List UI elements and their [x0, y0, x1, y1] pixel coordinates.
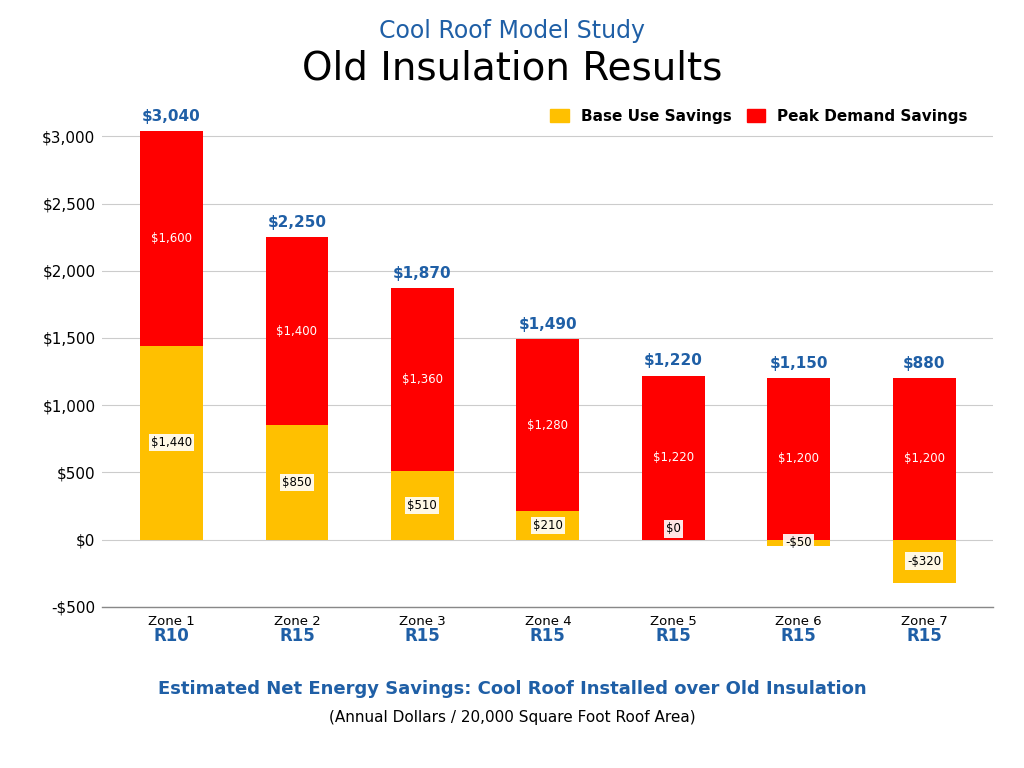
Text: Zone 7: Zone 7 [901, 615, 947, 627]
Text: $1,870: $1,870 [393, 266, 452, 281]
Bar [391, 471, 454, 540]
Bar [767, 540, 830, 546]
Text: Zone 5: Zone 5 [650, 615, 696, 627]
Bar [516, 339, 580, 511]
Text: Zone 4: Zone 4 [524, 615, 571, 627]
Text: $1,220: $1,220 [652, 451, 694, 464]
Bar [391, 288, 454, 471]
Text: $210: $210 [532, 519, 563, 532]
Bar [642, 376, 705, 540]
Text: R15: R15 [906, 627, 942, 645]
Text: -$50: -$50 [785, 536, 812, 549]
Text: $1,200: $1,200 [904, 452, 945, 465]
Text: $850: $850 [282, 476, 311, 489]
Text: $1,360: $1,360 [401, 373, 442, 386]
Bar [516, 511, 580, 540]
Bar [893, 540, 955, 583]
Text: Old Insulation Results: Old Insulation Results [302, 50, 722, 88]
Legend: Base Use Savings, Peak Demand Savings: Base Use Savings, Peak Demand Savings [550, 109, 968, 124]
Text: $1,200: $1,200 [778, 452, 819, 465]
Text: $1,440: $1,440 [151, 436, 191, 449]
Text: $880: $880 [903, 356, 945, 371]
Text: (Annual Dollars / 20,000 Square Foot Roof Area): (Annual Dollars / 20,000 Square Foot Roo… [329, 710, 695, 725]
Text: $1,490: $1,490 [518, 317, 578, 332]
Text: Zone 3: Zone 3 [399, 615, 445, 627]
Text: -$320: -$320 [907, 554, 941, 568]
Bar [140, 346, 203, 540]
Text: $0: $0 [666, 522, 681, 535]
Text: R15: R15 [279, 627, 314, 645]
Bar [767, 379, 830, 540]
Text: Cool Roof Model Study: Cool Roof Model Study [379, 19, 645, 43]
Text: $3,040: $3,040 [142, 108, 201, 124]
Text: $2,250: $2,250 [267, 215, 327, 230]
Text: R15: R15 [655, 627, 691, 645]
Text: Zone 2: Zone 2 [273, 615, 321, 627]
Text: $1,280: $1,280 [527, 419, 568, 432]
Bar [265, 425, 329, 540]
Text: Zone 6: Zone 6 [775, 615, 822, 627]
Text: R15: R15 [530, 627, 565, 645]
Text: R10: R10 [154, 627, 189, 645]
Text: $1,220: $1,220 [644, 353, 702, 368]
Text: $510: $510 [408, 498, 437, 511]
Bar [893, 379, 955, 540]
Bar [140, 131, 203, 346]
Text: R15: R15 [781, 627, 817, 645]
Text: Estimated Net Energy Savings: Cool Roof Installed over Old Insulation: Estimated Net Energy Savings: Cool Roof … [158, 680, 866, 697]
Text: R15: R15 [404, 627, 440, 645]
Text: Zone 1: Zone 1 [148, 615, 195, 627]
Bar [265, 237, 329, 425]
Text: $1,400: $1,400 [276, 325, 317, 338]
Text: $1,150: $1,150 [770, 356, 828, 371]
Text: $1,600: $1,600 [151, 232, 191, 245]
